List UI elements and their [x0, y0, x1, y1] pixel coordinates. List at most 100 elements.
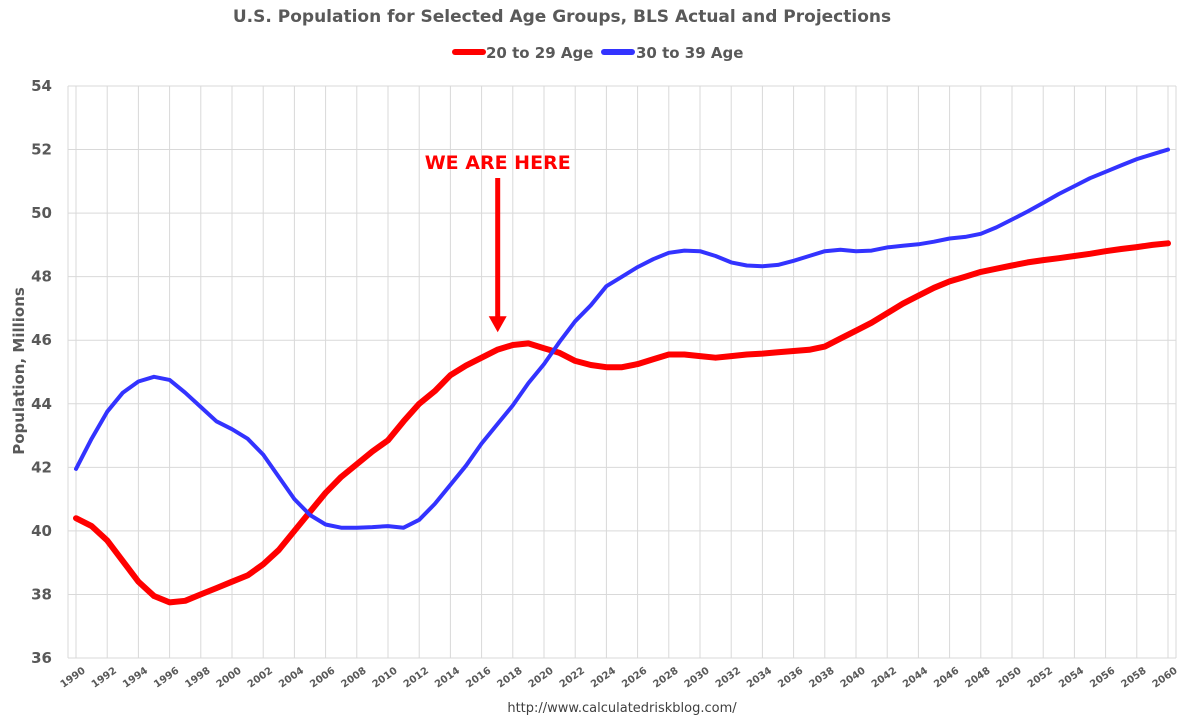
data-point-20-29	[886, 312, 888, 314]
data-point-20-29	[122, 560, 124, 562]
data-point-20-29	[387, 439, 389, 441]
data-point-30-39	[293, 498, 295, 500]
y-tick-label: 46	[31, 331, 52, 349]
data-point-20-29	[949, 280, 951, 282]
data-points	[75, 149, 1169, 603]
series-line-20-29	[73, 240, 1171, 606]
data-point-30-39	[215, 420, 217, 422]
x-tick-label: 2048	[963, 665, 992, 690]
data-point-20-29	[262, 563, 264, 565]
data-point-30-39	[855, 250, 857, 252]
data-point-20-29	[1058, 257, 1060, 259]
x-tick-label: 2004	[277, 665, 306, 690]
data-point-30-39	[886, 246, 888, 248]
data-point-30-39	[231, 428, 233, 430]
x-tick-label: 2054	[1057, 665, 1086, 690]
data-point-30-39	[512, 404, 514, 406]
data-point-20-29	[496, 349, 498, 351]
data-point-30-39	[699, 250, 701, 252]
data-point-20-29	[293, 530, 295, 532]
data-point-20-29	[1105, 250, 1107, 252]
x-tick-label: 2046	[932, 665, 961, 690]
data-point-30-39	[200, 406, 202, 408]
chart-title: U.S. Population for Selected Age Groups,…	[233, 7, 891, 27]
data-point-30-39	[278, 476, 280, 478]
data-point-30-39	[325, 524, 327, 525]
data-point-30-39	[418, 519, 420, 521]
data-point-30-39	[995, 226, 997, 228]
data-point-20-29	[247, 574, 249, 576]
data-point-20-29	[761, 353, 763, 355]
x-tick-label: 1998	[183, 665, 212, 690]
data-point-20-29	[1120, 248, 1122, 250]
data-point-20-29	[777, 351, 779, 353]
y-tick-label: 48	[31, 268, 52, 286]
data-point-20-29	[871, 322, 873, 324]
data-point-30-39	[449, 484, 451, 486]
data-point-30-39	[683, 250, 685, 252]
x-tick-label: 2032	[714, 665, 743, 690]
data-point-30-39	[917, 243, 919, 245]
data-point-20-29	[1042, 259, 1044, 261]
x-tick-label: 1990	[59, 665, 88, 690]
y-tick-label: 54	[31, 77, 52, 95]
series-line-30-39	[74, 147, 1170, 530]
data-point-20-29	[980, 271, 982, 273]
data-point-30-39	[1027, 211, 1029, 212]
data-point-20-29	[278, 549, 280, 551]
data-point-20-29	[917, 295, 919, 297]
data-point-20-29	[933, 287, 935, 289]
x-tick-label: 2012	[402, 665, 431, 690]
data-point-30-39	[1042, 202, 1044, 204]
data-point-20-29	[1151, 244, 1153, 246]
data-point-20-29	[527, 342, 529, 344]
x-tick-label: 2022	[558, 665, 587, 690]
x-tick-label: 2028	[651, 665, 680, 690]
data-point-20-29	[371, 450, 373, 452]
data-point-30-39	[1167, 149, 1169, 151]
data-point-30-39	[902, 245, 904, 247]
data-point-30-39	[761, 265, 763, 267]
data-point-20-29	[169, 601, 171, 603]
y-tick-label: 52	[31, 141, 52, 159]
x-tick-label: 2002	[246, 665, 275, 690]
x-tick-label: 2016	[464, 665, 493, 690]
x-axis-ticks: 1990 1992 1994 1996 1998 2000 2002 2004 2006 2008…	[59, 665, 1180, 690]
data-point-20-29	[215, 587, 217, 589]
data-point-30-39	[403, 527, 405, 529]
data-point-30-39	[730, 261, 732, 263]
data-point-20-29	[75, 517, 77, 519]
x-tick-label: 2042	[870, 665, 899, 690]
data-point-20-29	[590, 364, 592, 366]
data-point-30-39	[356, 527, 358, 529]
data-point-20-29	[902, 303, 904, 305]
data-point-20-29	[1027, 261, 1029, 263]
data-point-20-29	[325, 492, 327, 494]
data-point-20-29	[824, 346, 826, 348]
y-axis-label: Population, Millions	[10, 287, 28, 455]
data-point-20-29	[449, 374, 451, 376]
data-point-30-39	[1136, 158, 1138, 160]
x-tick-label: 2056	[1088, 665, 1117, 690]
data-point-20-29	[839, 338, 841, 340]
data-point-20-29	[184, 600, 186, 602]
data-point-30-39	[1058, 193, 1060, 195]
data-point-30-39	[793, 260, 795, 262]
data-point-20-29	[1073, 255, 1075, 257]
data-point-30-39	[964, 236, 966, 238]
x-tick-label: 2038	[807, 665, 836, 690]
legend: 20 to 29 Age 30 to 39 Age	[452, 44, 743, 62]
data-point-20-29	[730, 355, 732, 357]
data-point-20-29	[403, 420, 405, 422]
x-tick-label: 2036	[776, 665, 805, 690]
data-point-30-39	[839, 249, 841, 251]
data-point-30-39	[527, 382, 529, 384]
data-point-30-39	[262, 454, 264, 456]
data-point-20-29	[153, 595, 155, 597]
x-tick-label: 2024	[589, 665, 618, 690]
y-tick-label: 42	[31, 458, 52, 476]
data-point-20-29	[668, 354, 670, 355]
data-point-20-29	[855, 330, 857, 332]
data-point-30-39	[169, 379, 171, 381]
